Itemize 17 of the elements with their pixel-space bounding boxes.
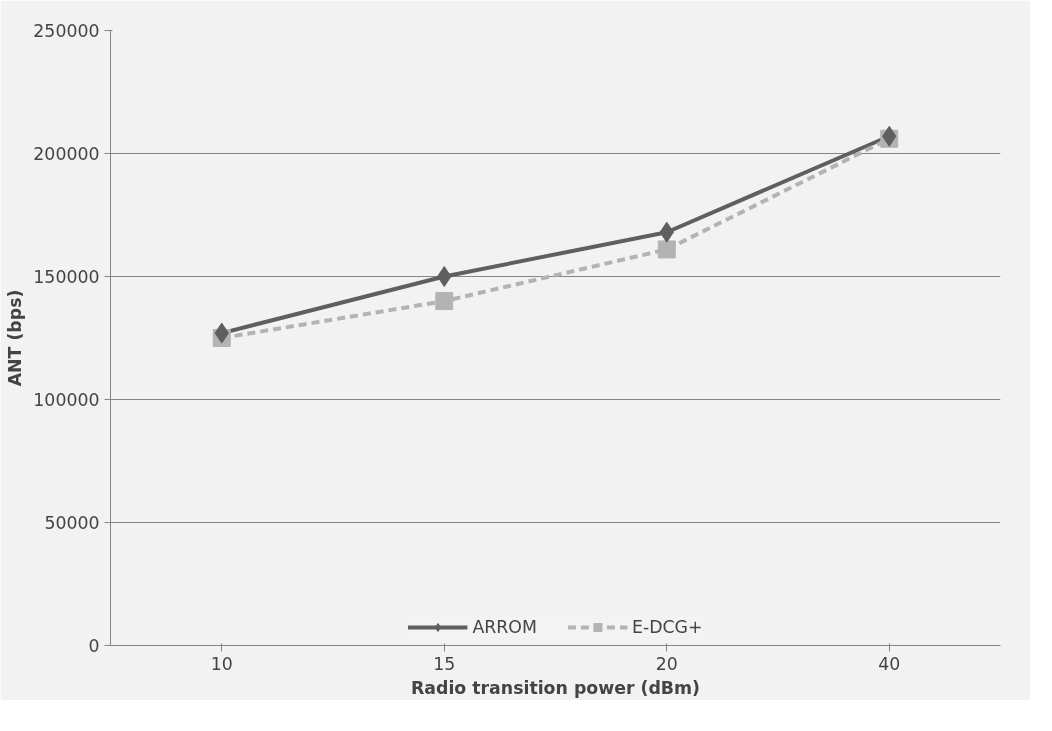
- y-tick-label: 250000: [33, 21, 100, 41]
- x-tick-label: 15: [433, 653, 456, 674]
- legend-label: ARROM: [472, 617, 537, 637]
- y-tick-label: 50000: [44, 513, 100, 533]
- y-tick-label: 0: [88, 636, 100, 656]
- y-tick-label: 200000: [33, 144, 100, 164]
- legend-label: E-DCG+: [631, 617, 703, 637]
- x-tick-label: 40: [878, 653, 901, 674]
- point: [657, 240, 676, 259]
- x-tick-label: 10: [210, 653, 233, 674]
- x-tick-label: 20: [655, 653, 678, 674]
- y-tick-label: 100000: [33, 390, 100, 410]
- point: [437, 266, 452, 287]
- y-axis-title: ANT (bps): [5, 289, 26, 387]
- x-axis-title: Radio transition power (dBm): [410, 677, 701, 698]
- point: [435, 292, 454, 311]
- y-tick-label: 150000: [33, 267, 100, 287]
